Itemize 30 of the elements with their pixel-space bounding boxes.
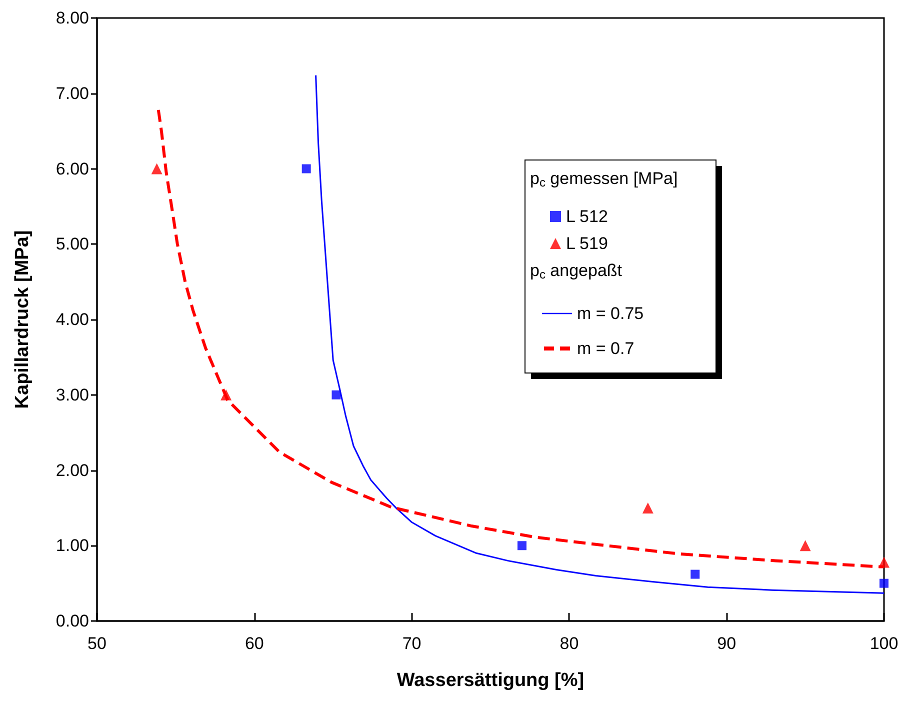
y-tick-label: 0.00 <box>56 612 89 630</box>
point <box>642 502 654 514</box>
x-tick-label: 60 <box>244 634 264 653</box>
y-tick-label: 8.00 <box>56 8 89 28</box>
x-tick-label: 100 <box>870 634 898 653</box>
point <box>302 164 311 174</box>
y-axis-title: Kapillardruck [MPa] <box>12 230 33 409</box>
point <box>332 390 341 400</box>
x-tick-label: 80 <box>560 634 579 653</box>
point <box>517 541 526 550</box>
line-series <box>315 74 885 594</box>
y-tick-label: 3.00 <box>56 385 89 404</box>
y-tick-label: 7.00 <box>56 84 89 103</box>
x-tick-label: 50 <box>88 634 106 653</box>
legend-label: m = 0.75 <box>577 304 644 323</box>
x-axis-title: Wassersättigung [%] <box>396 670 584 691</box>
y-tick-label: 5.00 <box>56 234 89 254</box>
y-tick-label: 6.00 <box>56 159 89 178</box>
point <box>690 570 700 579</box>
legend-label: L 519 <box>566 234 608 253</box>
y-tick-label: 4.00 <box>56 310 89 329</box>
point <box>800 540 811 552</box>
x-tick-label: 90 <box>717 634 736 653</box>
legend-label: L 512 <box>566 207 608 226</box>
point <box>151 163 162 174</box>
x-tick-label: 70 <box>402 634 422 653</box>
legend-label: m = 0.7 <box>577 339 634 358</box>
point <box>880 578 888 588</box>
y-tick-label: 2.00 <box>56 460 89 480</box>
y-tick-label: 1.00 <box>56 536 89 556</box>
